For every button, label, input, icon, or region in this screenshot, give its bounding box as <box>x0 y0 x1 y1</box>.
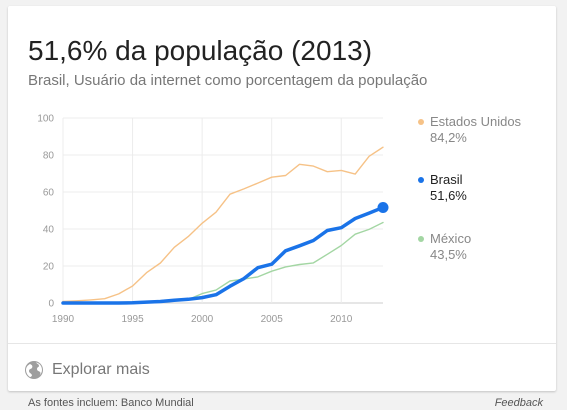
legend-name-brasil: Brasil <box>418 172 548 188</box>
series-endpoint-brasil <box>377 202 389 214</box>
y-tick-label-80: 80 <box>43 151 55 162</box>
legend-item-mexico[interactable]: México 43,5% <box>418 231 548 263</box>
y-tick-label-20: 20 <box>43 262 55 273</box>
x-tick-label-1990: 1990 <box>52 314 75 325</box>
y-tick-label-100: 100 <box>37 114 54 125</box>
x-tick-label-2010: 2010 <box>330 314 353 325</box>
x-tick-label-1995: 1995 <box>121 314 144 325</box>
legend-label-estados-unidos: Estados Unidos <box>430 114 522 129</box>
legend-label-brasil: Brasil <box>430 172 463 187</box>
answer-card: 51,6% da população (2013) Brasil, Usuári… <box>8 6 556 391</box>
series-line-estados-unidos <box>62 146 384 303</box>
legend-value-estados-unidos: 84,2% <box>430 130 467 145</box>
sources-note: As fontes incluem: Banco Mundial <box>28 397 194 409</box>
x-tick-label-2000: 2000 <box>191 314 214 325</box>
legend-item-estados-unidos[interactable]: Estados Unidos 84,2% <box>418 114 548 146</box>
legend-name-estados-unidos: Estados Unidos <box>418 114 548 130</box>
card-title: 51,6% da população (2013) <box>28 35 373 66</box>
legend-name-mexico: México <box>418 231 548 247</box>
y-tick-label-40: 40 <box>43 225 55 236</box>
x-tick-label-2005: 2005 <box>261 314 284 325</box>
explore-more-label: Explorar mais <box>52 361 150 378</box>
feedback-link[interactable]: Feedback <box>494 397 543 409</box>
y-tick-label-0: 0 <box>48 299 54 310</box>
legend-label-mexico: México <box>430 231 472 246</box>
line-chart: 0 20 40 60 80 100 1990 1995 2000 2005 2010 <box>37 114 389 325</box>
legend-dot-mexico <box>418 236 424 242</box>
y-tick-label-60: 60 <box>43 188 55 199</box>
explore-more-button[interactable]: Explorar mais <box>24 358 150 382</box>
legend-dot-estados-unidos <box>418 119 424 125</box>
card-divider <box>8 343 556 344</box>
globe-icon <box>25 361 43 379</box>
card-subtitle: Brasil, Usuário da internet como porcent… <box>28 72 428 89</box>
legend-value-mexico: 43,5% <box>430 247 467 262</box>
legend-dot-brasil <box>418 177 424 183</box>
legend-item-brasil[interactable]: Brasil 51,6% <box>418 172 548 204</box>
legend-value-brasil: 51,6% <box>430 188 467 203</box>
series-line-brasil <box>61 205 385 305</box>
